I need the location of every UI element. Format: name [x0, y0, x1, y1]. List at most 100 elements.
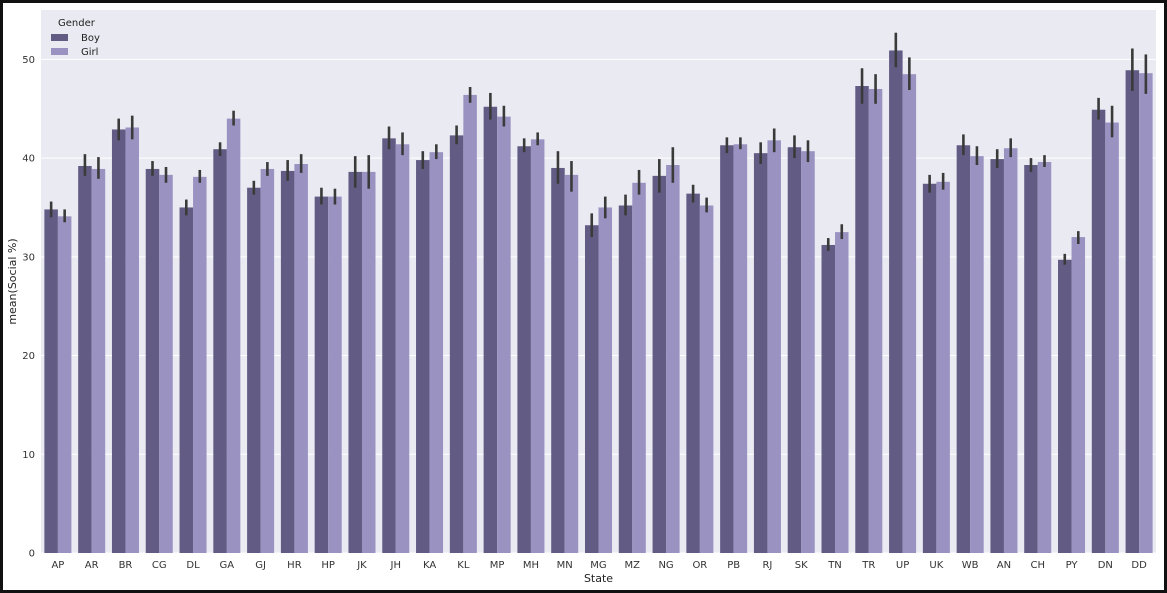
x-tick-label: DL — [186, 560, 200, 571]
y-tick-label: 20 — [22, 351, 35, 362]
bar-boy-ch — [1024, 165, 1038, 553]
bar-boy-ka — [416, 160, 430, 553]
x-tick-label: UK — [929, 560, 943, 571]
bar-girl-mg — [598, 207, 613, 554]
bar-boy-pb — [720, 145, 734, 554]
x-tick-label: TR — [861, 560, 875, 571]
bar-girl-tn — [835, 232, 849, 554]
bar-boy-uk — [922, 183, 937, 553]
bar-boy-mg — [584, 225, 599, 553]
bar-girl-wb — [970, 156, 984, 553]
bar-boy-jh — [382, 138, 396, 553]
x-tick-label: NG — [658, 560, 673, 571]
bar-girl-rj — [767, 140, 781, 553]
bar-boy-tn — [821, 244, 836, 554]
x-tick-label: GJ — [255, 560, 266, 571]
bar-girl-mz — [632, 182, 646, 554]
bar-girl-py — [1071, 237, 1086, 553]
x-tick-label: GA — [220, 560, 235, 571]
bar-girl-up — [902, 74, 917, 553]
bar-boy-mh — [517, 146, 531, 553]
x-tick-label: AN — [997, 560, 1011, 571]
bar-boy-gj — [247, 187, 261, 553]
bar-boy-cg — [145, 168, 160, 553]
x-tick-label: BR — [119, 560, 133, 571]
bar-girl-dd — [1139, 73, 1153, 553]
x-tick-label: MN — [557, 560, 573, 571]
bar-boy-ng — [652, 175, 667, 553]
bar-girl-an — [1003, 148, 1018, 553]
x-tick-label: MP — [490, 560, 505, 571]
x-tick-label: DD — [1131, 560, 1147, 571]
bar-boy-mp — [483, 106, 498, 554]
bar-girl-jh — [395, 144, 410, 553]
x-tick-label: CG — [152, 560, 167, 571]
x-tick-label: MZ — [625, 560, 641, 571]
bar-girl-dn — [1105, 122, 1119, 554]
bar-girl-jk — [361, 171, 376, 553]
x-tick-label: RJ — [762, 560, 772, 571]
bar-girl-ch — [1037, 162, 1052, 554]
legend-swatch-boy — [51, 34, 68, 41]
bar-girl-mn — [564, 174, 579, 553]
bar-chart: 0 10 20 30 40 50 AP AR BR CG DL GA GJ HR HP JK JH KA KL MP… — [6, 10, 1156, 585]
y-tick-label: 50 — [22, 55, 35, 66]
x-tick-label: DN — [1098, 560, 1113, 571]
bar-boy-up — [889, 50, 903, 553]
bar-boy-wb — [956, 145, 971, 554]
x-tick-label: HP — [321, 560, 335, 571]
bar-boy-ap — [44, 209, 58, 554]
bar-boy-kl — [449, 135, 464, 553]
bar-boy-hr — [280, 170, 295, 553]
bar-boy-sk — [787, 147, 802, 554]
y-tick-label: 40 — [22, 154, 35, 165]
bar-boy-br — [111, 129, 126, 553]
legend: Gender Boy Girl — [51, 18, 100, 58]
x-tick-label: PY — [1066, 560, 1079, 571]
x-axis-label: State — [584, 572, 613, 585]
bar-girl-dl — [193, 176, 207, 553]
bar-boy-dd — [1125, 70, 1140, 553]
bar-girl-cg — [159, 174, 173, 553]
bar-boy-hp — [314, 196, 329, 553]
bar-girl-or — [699, 205, 714, 554]
x-tick-label: CH — [1030, 560, 1045, 571]
y-tick-label: 0 — [29, 549, 35, 560]
legend-label-boy: Boy — [81, 33, 100, 44]
x-tick-label: OR — [692, 560, 707, 571]
bar-boy-an — [990, 159, 1004, 553]
legend-title: Gender — [58, 18, 96, 29]
bar-girl-ng — [666, 165, 680, 553]
y-axis-ticks: 0 10 20 30 40 50 — [22, 55, 35, 560]
x-tick-label: UP — [896, 560, 909, 571]
x-tick-label: KL — [457, 560, 470, 571]
x-tick-label: AR — [85, 560, 99, 571]
bar-girl-ap — [57, 216, 72, 553]
legend-swatch-girl — [51, 48, 68, 55]
y-tick-label: 10 — [22, 450, 35, 461]
x-tick-label: MG — [590, 560, 606, 571]
bars — [44, 50, 1153, 554]
bar-girl-mh — [530, 139, 545, 553]
bar-girl-ka — [429, 152, 444, 553]
bar-boy-dn — [1091, 109, 1106, 554]
bar-girl-hp — [328, 196, 342, 553]
bar-girl-ar — [91, 168, 106, 553]
bar-boy-mz — [618, 205, 633, 554]
bar-girl-mp — [497, 116, 511, 553]
bar-boy-ga — [213, 149, 227, 554]
y-tick-label: 30 — [22, 252, 35, 263]
bar-boy-or — [686, 193, 700, 553]
bar-boy-py — [1058, 259, 1072, 553]
bar-girl-uk — [936, 181, 950, 553]
bar-boy-jk — [348, 171, 362, 553]
bar-girl-ga — [226, 118, 241, 553]
x-tick-label: HR — [287, 560, 302, 571]
bar-girl-hr — [294, 164, 308, 554]
bar-boy-rj — [753, 153, 768, 553]
error-bars — [49, 32, 1148, 265]
x-tick-label: WB — [962, 560, 979, 571]
bar-girl-pb — [733, 144, 748, 553]
bar-boy-dl — [179, 207, 194, 554]
